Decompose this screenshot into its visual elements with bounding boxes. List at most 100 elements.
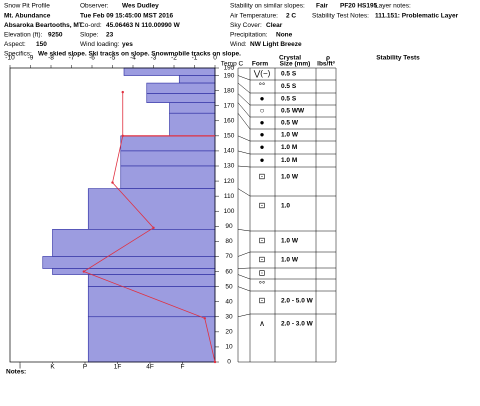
range: Absaroka Beartooths, MT — [4, 22, 83, 29]
layer-connector — [237, 75, 251, 81]
air-temp-label: Air Temperature: — [230, 13, 278, 20]
height-tick-label: 40 — [225, 298, 233, 305]
crystal-form: ⊡ — [259, 172, 266, 181]
crystal-form: ● — [260, 94, 265, 103]
temperature-point — [121, 90, 124, 94]
layer-connector — [237, 93, 251, 106]
temp-tick-label: -10 — [5, 55, 15, 62]
sky: Clear — [266, 22, 283, 29]
hardness-bar — [169, 102, 216, 114]
hardness-bar — [52, 268, 216, 275]
height-tick-label: 70 — [225, 253, 233, 260]
height-tick-label: 130 — [224, 163, 235, 170]
layer-connector — [237, 135, 251, 142]
elevation-label: Elevation (ft): — [4, 32, 42, 39]
temp-tick-label: 0 — [213, 55, 217, 62]
form-header: Form — [252, 61, 268, 68]
crystal-form: ⊡ — [259, 255, 266, 264]
stability-label: Stability on similar slopes: — [230, 3, 305, 10]
temperature-point — [111, 181, 114, 184]
temperature-point — [82, 270, 86, 273]
precip-label: Precipitation: — [230, 32, 268, 39]
crystal-size: 1.0 W — [281, 238, 299, 245]
height-tick-label: 20 — [225, 329, 233, 336]
observer-label: Observer: — [80, 3, 109, 10]
crystal-size: 1.0 W — [281, 257, 299, 264]
hardness-tick-label: 1F — [114, 364, 122, 371]
crystal-form: ⊡ — [259, 269, 266, 278]
layer-connector — [237, 113, 251, 130]
temperature-point — [121, 134, 124, 138]
elevation: 9250 — [48, 32, 63, 39]
crystal-form: °° — [259, 280, 265, 289]
crystal-size: 1.0 W — [281, 174, 299, 181]
hardness-tick-label: F — [181, 364, 185, 371]
crystal-header: Crystal — [279, 55, 301, 62]
crystal-size: 2.0 - 3.0 W — [281, 321, 314, 328]
layer-connector — [237, 251, 251, 257]
crystal-size: 1.0 M — [281, 144, 297, 151]
hardness-bar — [120, 150, 216, 167]
height-tick-label: 180 — [224, 87, 235, 94]
layer-connector — [237, 188, 251, 197]
height-tick-label: 140 — [224, 148, 235, 155]
hardness-bar — [87, 188, 216, 230]
layer-connector — [237, 165, 251, 168]
crystal-form: ● — [260, 130, 265, 139]
height-tick-label: 110 — [224, 193, 235, 200]
hardness-tick-label: I — [19, 364, 21, 371]
height-tick-label: 170 — [224, 102, 235, 109]
crystal-form: ● — [260, 143, 265, 152]
temp-tick-label: -1 — [192, 55, 198, 62]
precip: None — [276, 32, 293, 39]
sky-label: Sky Cover: — [230, 22, 262, 29]
temperature-point — [213, 360, 217, 364]
specifics: We skied slope. Ski tracks on slope. Sno… — [38, 51, 241, 58]
height-tick-label: 10 — [225, 344, 233, 351]
layer-connector — [237, 313, 251, 318]
hardness-bar — [146, 82, 216, 94]
crystal-form: °° — [259, 82, 265, 91]
wind-loading: yes — [122, 41, 133, 48]
slope-label: Slope: — [80, 32, 99, 39]
crystal-size: 1.0 — [281, 203, 290, 210]
hardness-bar — [87, 286, 216, 318]
hardness-bar — [123, 67, 216, 76]
size-header: Size (mm) — [280, 61, 311, 68]
height-tick-label: 190 — [224, 72, 235, 79]
height-tick-label: 80 — [225, 238, 233, 245]
layer-connector — [237, 102, 251, 118]
tests-header: Stability Tests — [376, 55, 420, 62]
temp-tick-label: -5 — [110, 55, 116, 62]
air-temp: 2 C — [286, 13, 296, 20]
temp-tick-label: -7 — [69, 55, 75, 62]
observer: Wes Dudley — [122, 3, 159, 10]
temp-tick-label: -8 — [48, 55, 54, 62]
crystal-form: ● — [260, 156, 265, 165]
hardness-bar — [120, 165, 216, 189]
pit-code-visible: PF20 HS195 — [340, 3, 378, 10]
rho-header: ρ — [326, 55, 330, 62]
crystal-size: 1.0 W — [281, 132, 299, 139]
crystal-form: ○ — [260, 106, 265, 115]
date: Tue Feb 09 15:45:00 MST 2016 — [80, 13, 173, 20]
layer-connector — [237, 286, 251, 292]
wind-loading-label: Wind loading: — [80, 41, 120, 48]
layer-connector — [237, 267, 251, 269]
height-tick-label: 120 — [224, 178, 235, 185]
location: Mt. Abundance — [4, 13, 51, 20]
height-tick-label: 90 — [225, 223, 233, 230]
height-tick-label: 30 — [225, 313, 233, 320]
crystal-size: 0.5 S — [281, 71, 297, 78]
height-tick-label: 0 — [227, 359, 231, 366]
hardness-bar — [87, 316, 216, 363]
layer-connector — [237, 274, 251, 280]
crystal-size: 0.5 S — [281, 96, 297, 103]
hardness-bar — [178, 75, 216, 84]
hardness-bar — [169, 112, 216, 137]
aspect: 150 — [36, 41, 47, 48]
temp-tick-label: -2 — [171, 55, 177, 62]
stability-notes-label: Stability Test Notes: — [312, 13, 369, 20]
height-axis-label: Temp C — [221, 61, 244, 68]
height-tick-label: 50 — [225, 283, 233, 290]
